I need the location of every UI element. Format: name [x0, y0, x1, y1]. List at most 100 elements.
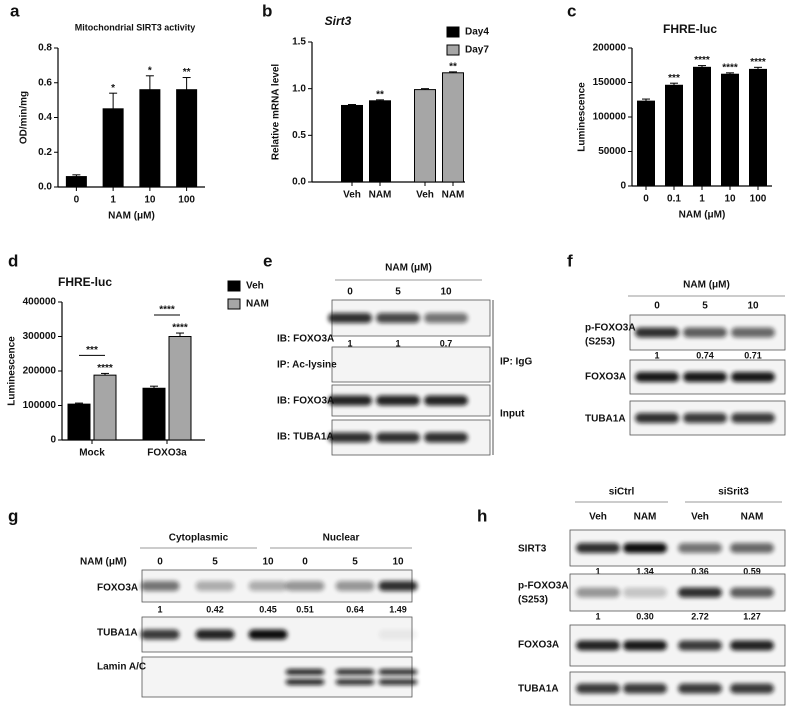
- lane-label: 5: [702, 301, 708, 312]
- band: [285, 679, 325, 685]
- x-tick-label: 0: [643, 194, 649, 205]
- chart-title: Sirt3: [325, 14, 352, 28]
- panel-letter: a: [10, 1, 20, 20]
- blot-box: [331, 346, 491, 383]
- y-tick-label: 0.5: [292, 130, 306, 141]
- y-tick-label: 1.0: [292, 83, 306, 94]
- band: [623, 587, 667, 598]
- band: [335, 581, 375, 591]
- bar: [139, 89, 161, 188]
- panel-letter: c: [567, 1, 576, 20]
- bar: [176, 89, 198, 188]
- y-tick-label: 0.6: [38, 77, 52, 88]
- quantification: 0.7: [440, 338, 453, 348]
- band: [376, 313, 420, 323]
- legend-label: Day7: [465, 45, 489, 56]
- y-tick-label: 0.0: [292, 177, 306, 188]
- significance: **: [376, 90, 384, 101]
- band: [576, 587, 620, 598]
- significance: **: [183, 67, 191, 78]
- y-axis-label: Luminescence: [7, 336, 18, 406]
- band: [195, 629, 235, 640]
- y-tick-label: 1.5: [292, 37, 306, 48]
- band: [248, 629, 288, 640]
- y-axis-label: Luminescence: [577, 82, 588, 152]
- row-label: TUBA1A: [585, 414, 626, 425]
- x-tick-label: NAM: [442, 190, 465, 201]
- band: [730, 640, 774, 651]
- significance: ***: [668, 73, 680, 84]
- y-tick-label: 100000: [593, 112, 627, 123]
- y-axis-label: OD/min/mg: [19, 91, 30, 144]
- lane-label: 5: [395, 287, 401, 298]
- chart-title: FHRE-luc: [58, 275, 112, 289]
- panel-letter: g: [8, 506, 18, 525]
- x-tick-label: 100: [750, 194, 767, 205]
- bar: [93, 374, 117, 441]
- y-tick-label: 0.8: [38, 43, 52, 54]
- x-tick-label: Mock: [79, 448, 105, 459]
- lane-label: 0: [302, 557, 308, 568]
- quantification: 1: [157, 604, 162, 614]
- band: [731, 327, 775, 338]
- legend-swatch: [446, 44, 460, 56]
- group-label: Cytoplasmic: [169, 533, 229, 544]
- legend-swatch: [446, 26, 460, 38]
- band: [285, 669, 325, 675]
- panel-letter: d: [8, 251, 18, 270]
- quantification: 0.30: [636, 611, 654, 621]
- quantification: 0.59: [743, 566, 761, 576]
- y-tick-label: 300000: [23, 331, 57, 342]
- quantification: 0.42: [206, 604, 224, 614]
- band: [376, 395, 420, 406]
- band: [285, 581, 325, 591]
- x-axis-label: NAM (μM): [679, 210, 726, 221]
- row-label: SIRT3: [518, 544, 547, 555]
- band: [335, 679, 375, 685]
- legend-label: Veh: [246, 281, 264, 292]
- bar: [341, 104, 363, 183]
- quantification: 1: [654, 350, 659, 360]
- bar: [749, 68, 767, 187]
- lane-label: 0: [157, 557, 163, 568]
- group-label: NAM (μM): [683, 280, 730, 291]
- band: [635, 327, 679, 338]
- bracket-label: ****: [159, 305, 175, 316]
- y-tick-label: 100000: [23, 400, 57, 411]
- row-label: (S253): [518, 595, 548, 606]
- group-label: Nuclear: [323, 533, 360, 544]
- bar: [369, 100, 391, 183]
- lane-label: 0: [347, 287, 353, 298]
- lane-label: NAM: [634, 512, 657, 523]
- chart-title: Mitochondrial SIRT3 activity: [75, 22, 196, 32]
- chart-title: FHRE-luc: [663, 22, 717, 36]
- band: [576, 640, 620, 651]
- band: [378, 679, 418, 685]
- x-tick-label: 10: [724, 194, 736, 205]
- band: [376, 432, 420, 443]
- x-tick-label: Veh: [343, 190, 361, 201]
- lane-label: 10: [392, 557, 404, 568]
- band: [678, 587, 722, 598]
- band: [731, 372, 775, 382]
- y-tick-label: 200000: [23, 366, 57, 377]
- band: [678, 543, 722, 553]
- bar: [442, 72, 464, 183]
- legend-swatch: [227, 280, 241, 292]
- quantification: 1.49: [389, 604, 407, 614]
- band: [195, 581, 235, 591]
- group-label: siSrit3: [718, 487, 749, 498]
- band: [683, 413, 727, 423]
- x-tick-label: 1: [110, 195, 116, 206]
- lane-label: 0: [654, 301, 660, 312]
- lane-label: Veh: [589, 512, 607, 523]
- y-tick-label: 0.2: [38, 147, 52, 158]
- quantification: 1: [395, 338, 400, 348]
- band: [335, 669, 375, 675]
- y-tick-label: 200000: [593, 43, 627, 54]
- bar: [637, 100, 655, 187]
- blot-box: [141, 656, 413, 698]
- row-label: IB: TUBA1A: [277, 432, 334, 443]
- group-label: siCtrl: [609, 487, 635, 498]
